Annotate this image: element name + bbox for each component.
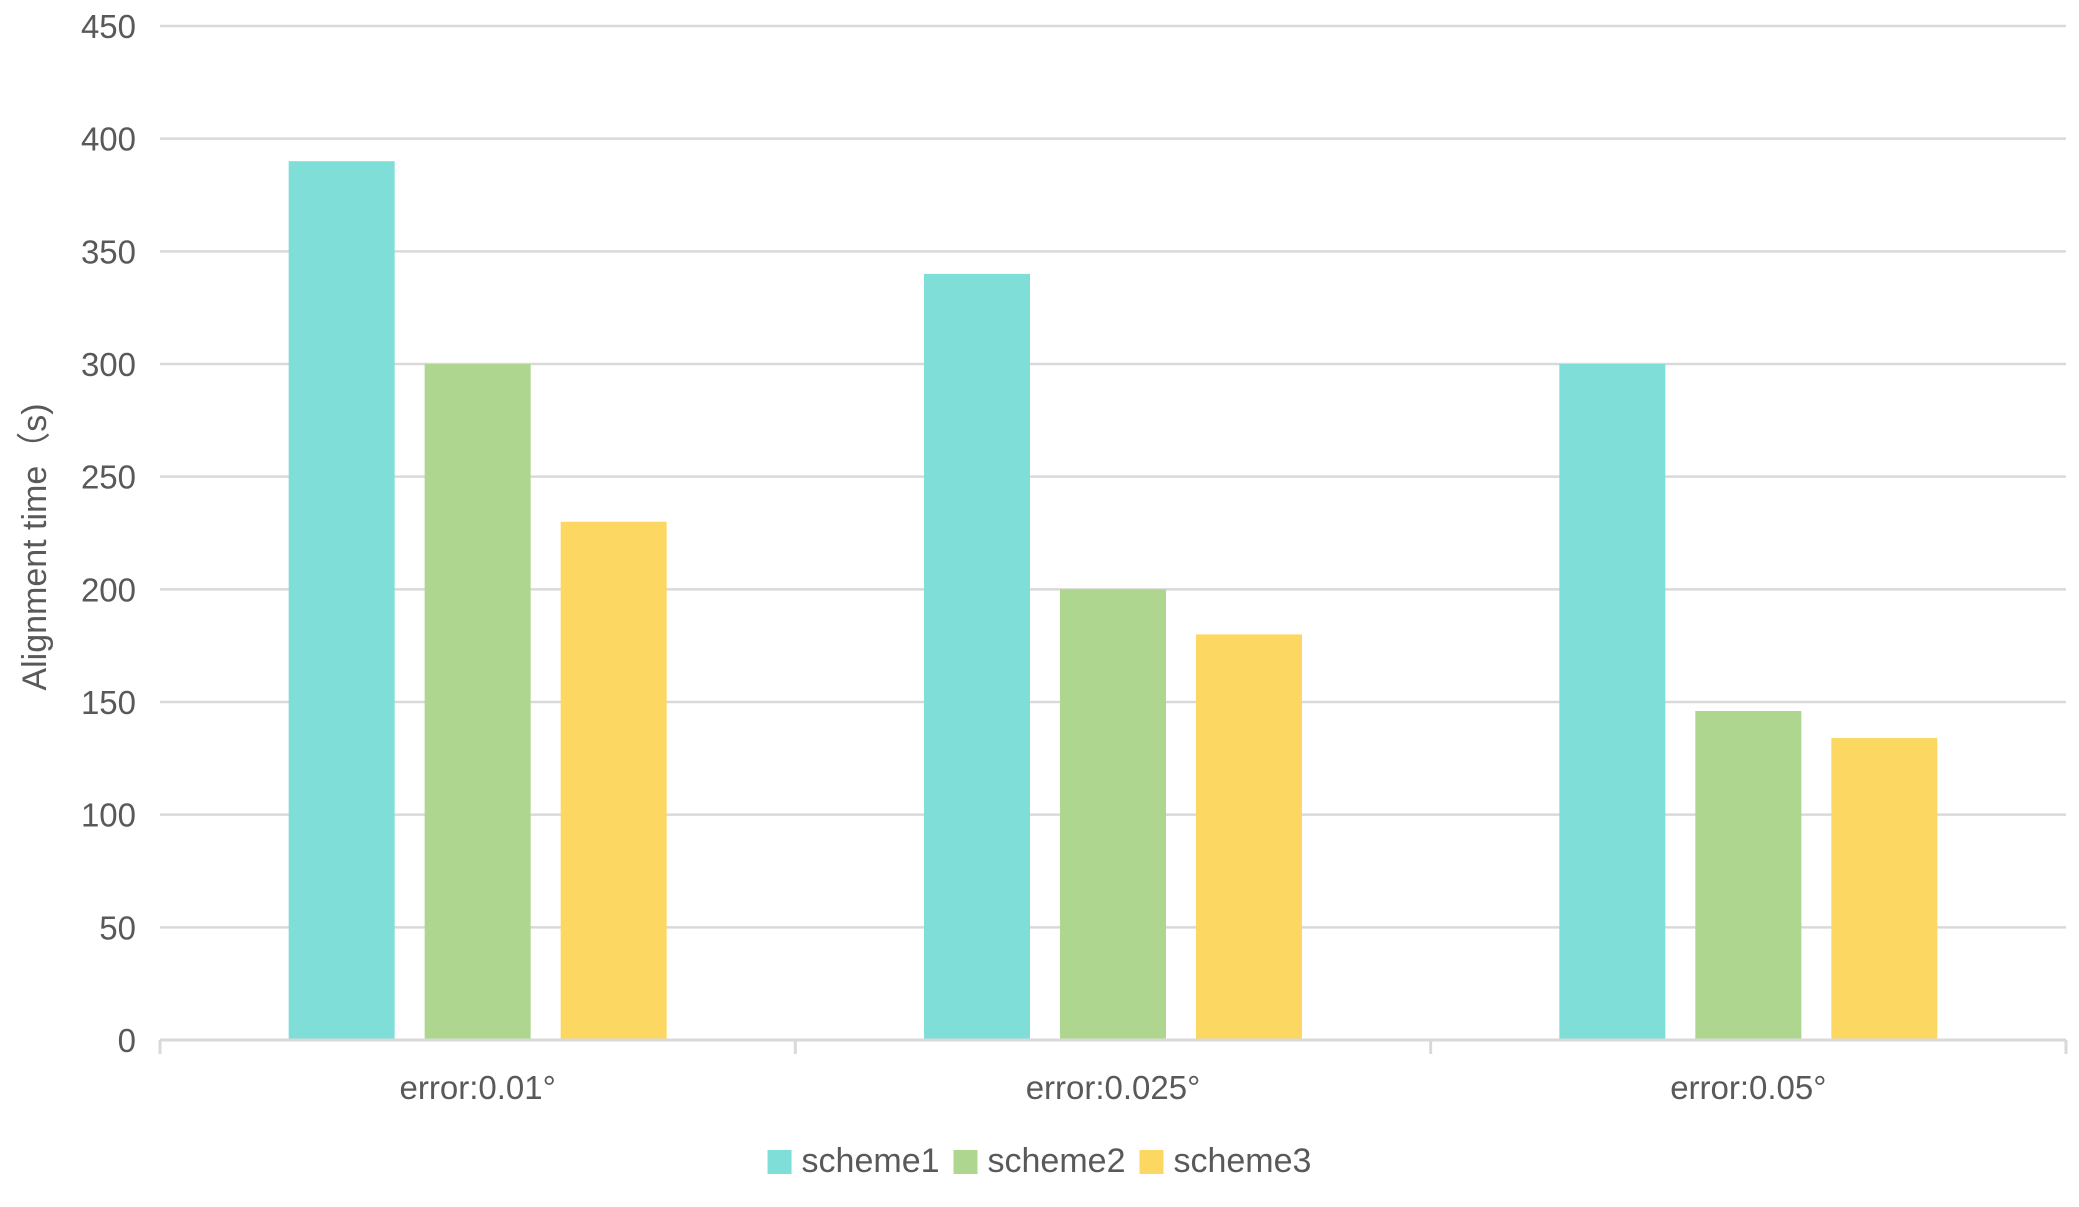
legend-swatch-scheme3 <box>1139 1150 1164 1174</box>
legend-swatch-scheme2 <box>953 1150 978 1174</box>
legend-swatch-scheme1 <box>767 1150 792 1174</box>
bar-scheme2-2 <box>1060 589 1166 1040</box>
legend-label-scheme1: scheme1 <box>802 1142 940 1180</box>
y-axis-label: Alignment time（s) <box>16 403 54 690</box>
y-tick-label: 300 <box>81 346 136 383</box>
y-tick-label: 50 <box>99 909 136 946</box>
bar-scheme2-1 <box>424 364 531 1040</box>
y-axis-ticks: 0 50 100 150 200 250 300 350 400 450 <box>81 8 136 1059</box>
bar-scheme3-1 <box>560 521 667 1040</box>
x-axis-labels: error:0.01° error:0.025° error:0.05° <box>400 1069 1827 1106</box>
y-tick-label: 250 <box>81 459 136 496</box>
y-tick-label: 200 <box>81 571 136 608</box>
y-tick-label: 150 <box>81 684 136 721</box>
y-tick-label: 350 <box>81 233 136 270</box>
y-tick-label: 400 <box>81 121 136 158</box>
bar-scheme3-3 <box>1831 738 1938 1040</box>
legend-label-scheme2: scheme2 <box>988 1142 1126 1180</box>
legend-label-scheme3: scheme3 <box>1173 1142 1311 1180</box>
y-tick-label: 450 <box>81 8 136 45</box>
y-tick-label: 100 <box>81 797 136 834</box>
bar-scheme1-3 <box>1559 364 1666 1040</box>
bars <box>288 161 1938 1040</box>
bar-scheme1-1 <box>288 161 395 1040</box>
x-tick-label: error:0.01° <box>400 1069 556 1106</box>
x-tick-label: error:0.05° <box>1670 1069 1826 1106</box>
x-axis <box>158 1038 2068 1054</box>
x-tick-label: error:0.025° <box>1026 1069 1201 1106</box>
y-tick-label: 0 <box>118 1022 136 1059</box>
bar-scheme3-2 <box>1196 634 1302 1040</box>
bar-scheme1-2 <box>924 273 1030 1040</box>
bar-scheme2-3 <box>1695 711 1802 1040</box>
legend: scheme1 scheme2 scheme3 <box>767 1142 1311 1180</box>
